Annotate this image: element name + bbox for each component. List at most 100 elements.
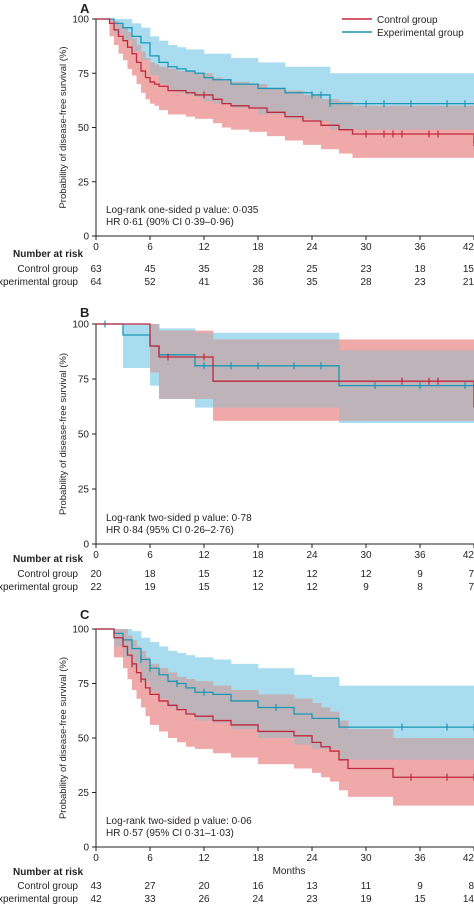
risk-count: 12 [306,569,318,580]
risk-count: 28 [360,277,372,288]
x-tick-label: 42 [463,242,474,253]
overlap-ci-band-segment [339,101,353,130]
x-tick-label: 18 [252,550,264,561]
y-axis-label: Probability of disease-free survival (%) [58,353,69,515]
x-tick-label: 30 [360,550,372,561]
overlap-ci-band-segment [123,629,128,658]
y-tick-label: 25 [78,177,90,188]
overlap-ci-band-segment [352,105,474,130]
overlap-ci-band-segment [159,330,196,399]
control-ci-band-segment [141,51,146,93]
x-tick-label: 36 [414,853,426,864]
experimental-ci-band-segment [168,45,178,91]
control-ci-band-segment [154,64,160,106]
x-tick-label: 6 [147,242,153,253]
legend: Control group Experimental group [342,15,464,39]
control-ci-band-segment [321,99,331,150]
overlap-ci-band-segment [141,51,146,61]
y-tick-label: 50 [78,430,90,441]
x-tick-label: 18 [252,242,264,253]
overlap-ci-band-segment [127,32,133,41]
risk-count: 8 [417,582,423,593]
risk-row-label: Control group [17,881,78,892]
control-ci-band-segment [168,68,178,115]
overlap-ci-band-segment [159,66,169,85]
overlap-ci-band-segment [321,707,331,749]
control-ci-band-segment [145,657,151,717]
experimental-ci-band-segment [145,27,151,61]
experimental-ci-band-segment [123,324,142,368]
risk-count: 26 [198,894,210,905]
overlap-ci-band-segment [186,679,196,715]
x-tick-label: 42 [463,853,474,864]
x-tick-label: 0 [93,550,99,561]
overlap-ci-band-segment [312,94,322,121]
overlap-ci-band-segment [303,94,313,119]
overlap-ci-band-segment [132,639,137,669]
risk-count: 35 [198,264,210,275]
risk-count: 7 [468,569,474,580]
x-tick-label: 42 [463,550,474,561]
overlap-ci-band-segment [141,650,146,682]
experimental-ci-band-segment [177,47,187,93]
statistics-annotation: Log-rank two-sided p value: 0·78 [106,513,252,524]
overlap-ci-band-segment [168,68,178,91]
risk-count: 15 [198,582,210,593]
overlap-ci-band-segment [312,703,322,749]
overlap-ci-band-segment [159,668,169,699]
overlap-ci-band-segment [177,71,187,93]
panel-letter: C [80,607,90,622]
overlap-ci-band-segment [114,21,119,35]
panel-A: A 0 25 50 75 100 0 6 12 18 24 30 36 42 Probability of … [0,1,474,288]
control-ci-band-segment [145,58,151,100]
risk-row-label: Control group [17,569,78,580]
overlap-ci-band-segment [136,45,142,52]
experimental-ci-band-segment [141,27,146,61]
x-tick-label: 12 [198,242,210,253]
risk-count: 12 [252,569,264,580]
number-at-risk-title: Number at risk [13,867,83,878]
risk-count: 15 [463,264,474,275]
y-tick-label: 0 [83,540,89,551]
risk-count: 64 [90,277,102,288]
x-tick-label: 36 [414,242,426,253]
panel-letter: A [80,1,90,16]
risk-count: 23 [360,264,372,275]
risk-count: 42 [90,894,102,905]
risk-count: 18 [414,264,426,275]
overlap-ci-band-segment [258,84,268,115]
control-ci-band-segment [132,38,137,76]
overlap-ci-band-segment [195,681,214,721]
statistics-annotation: HR 0·57 (95% CI 0·31–1·03) [106,828,234,839]
overlap-ci-band-segment [294,698,313,745]
control-ci-band-segment [150,62,155,104]
statistics-annotation: HR 0·84 (95% CI 0·26–2·76) [106,525,234,536]
control-ci-band-segment [118,23,124,54]
overlap-ci-band-segment [150,62,155,76]
overlap-ci-band-segment [145,657,151,682]
risk-count: 28 [252,264,264,275]
x-tick-label: 24 [306,242,318,253]
statistics-annotation: HR 0·61 (90% CI 0·39–0·96) [106,217,234,228]
y-tick-label: 75 [78,679,90,690]
risk-row-label: Control group [17,264,78,275]
risk-count: 19 [360,894,372,905]
overlap-ci-band-segment [213,339,340,408]
x-axis-label: Months [273,866,306,877]
overlap-ci-band-segment [393,738,474,760]
risk-count: 9 [417,569,423,580]
legend-control-label: Control group [377,15,438,26]
risk-count: 13 [306,881,318,892]
experimental-ci-band-segment [132,23,137,52]
risk-row-label: Experimental group [0,277,78,288]
risk-count: 14 [463,894,474,905]
overlap-ci-band-segment [168,672,178,708]
risk-count: 52 [144,277,156,288]
risk-count: 22 [90,582,102,593]
risk-count: 15 [198,569,210,580]
y-tick-label: 100 [72,15,89,26]
control-ci-band-segment [159,66,169,111]
statistics-annotation: Log-rank two-sided p value: 0·06 [106,816,252,827]
overlap-ci-band-segment [145,58,151,61]
